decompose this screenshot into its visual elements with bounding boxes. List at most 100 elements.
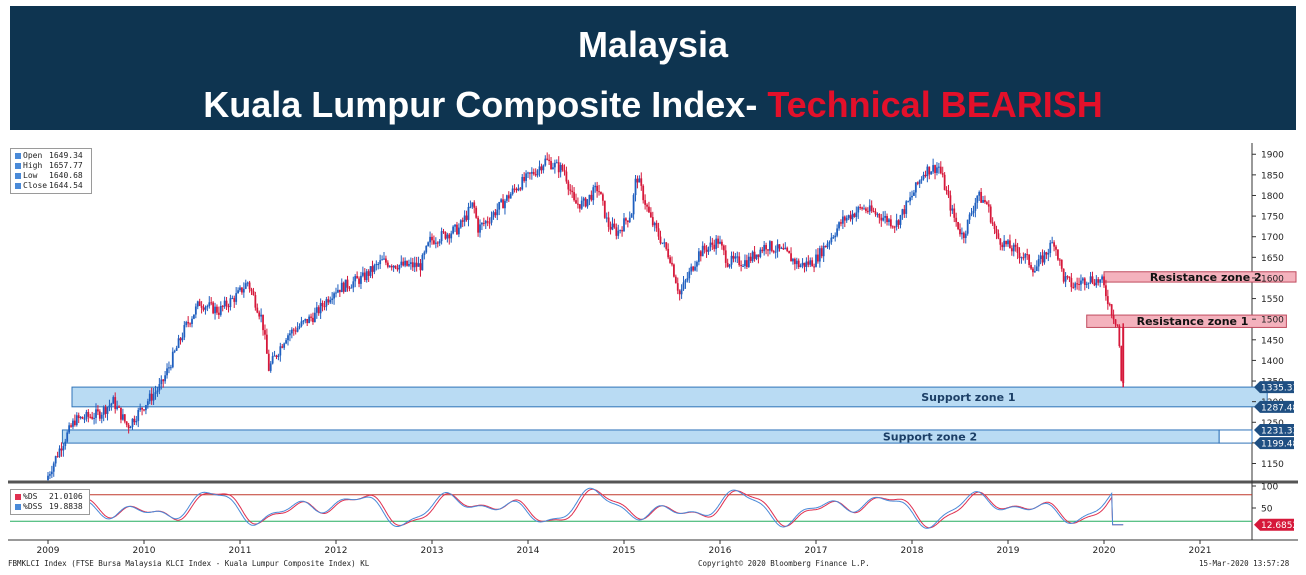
- candle-body: [333, 293, 335, 299]
- price-candle: [826, 240, 829, 249]
- price-candle: [486, 216, 489, 227]
- banner-title-accent: Technical BEARISH: [767, 84, 1103, 125]
- price-candle: [279, 342, 282, 362]
- candle-body: [223, 300, 226, 307]
- price-candle: [872, 207, 875, 213]
- price-candle: [623, 212, 625, 232]
- candle-body: [100, 414, 103, 419]
- price-candle: [607, 211, 610, 232]
- price-candle: [454, 224, 456, 233]
- price-candle: [411, 257, 414, 272]
- ohlc-legend-label: Open: [23, 151, 43, 160]
- price-candle: [436, 241, 439, 248]
- candle-body: [682, 282, 685, 290]
- x-tick-label: 2009: [37, 546, 60, 556]
- price-candle: [369, 266, 372, 278]
- candle-body: [185, 321, 188, 326]
- price-candle: [383, 252, 385, 261]
- price-candle: [415, 256, 418, 272]
- price-candle: [788, 250, 791, 254]
- price-candle: [1105, 279, 1107, 301]
- price-candle: [1051, 236, 1054, 244]
- price-candle: [619, 229, 622, 234]
- candle-body: [859, 207, 862, 209]
- candle-body: [673, 264, 675, 277]
- price-candle: [275, 354, 278, 360]
- y-tick-label: 1450: [1261, 336, 1284, 346]
- price-candle: [145, 404, 147, 415]
- candle-body: [895, 220, 898, 227]
- price-candle: [202, 304, 205, 312]
- price-candle: [333, 291, 335, 305]
- candle-body: [505, 195, 508, 201]
- candle-body: [878, 214, 881, 218]
- candle-body: [1020, 257, 1023, 259]
- candle-body: [125, 421, 128, 425]
- candle-body: [705, 249, 708, 252]
- footer-source: FBMKLCI Index (FTSE Bursa Malaysia KLCI …: [8, 559, 370, 568]
- price-candle: [505, 194, 508, 203]
- legend-swatch: [15, 504, 21, 510]
- price-candle: [1089, 271, 1092, 285]
- price-candle: [406, 260, 408, 267]
- price-candle: [865, 206, 867, 214]
- stoch-dss-line: [47, 487, 1124, 529]
- price-candle: [473, 200, 476, 214]
- candle-body: [542, 165, 545, 171]
- candle-body: [903, 209, 906, 214]
- price-candle: [310, 313, 312, 322]
- price-candle: [784, 242, 787, 250]
- ohlc-legend-value: 1649.34: [49, 151, 83, 160]
- price-candle: [456, 221, 458, 236]
- price-candle: [396, 264, 399, 272]
- candle-body: [1091, 276, 1094, 283]
- candle-body: [1076, 283, 1079, 285]
- candle-body: [398, 265, 401, 270]
- candle-body: [987, 204, 990, 207]
- price-candle: [903, 205, 906, 218]
- price-candle: [350, 284, 353, 289]
- price-candle: [749, 252, 752, 264]
- price-candle: [874, 208, 877, 217]
- price-candle: [68, 422, 71, 435]
- price-candle: [1101, 274, 1103, 283]
- candle-body: [319, 302, 322, 314]
- candle-body: [156, 390, 159, 393]
- price-candle: [1060, 259, 1063, 272]
- candle-body: [657, 228, 660, 237]
- price-candle: [717, 235, 719, 248]
- price-candle: [557, 156, 560, 178]
- price-candle: [726, 258, 729, 268]
- price-candle: [941, 166, 944, 178]
- price-candle: [922, 171, 925, 181]
- price-candle: [419, 259, 422, 277]
- candle-body: [212, 302, 215, 314]
- price-candle: [884, 210, 887, 224]
- candle-body: [335, 292, 337, 294]
- candle-body: [784, 247, 787, 250]
- candle-body: [348, 287, 351, 289]
- price-candle: [70, 423, 72, 428]
- candle-body: [880, 217, 883, 221]
- candle-body: [838, 222, 840, 229]
- candle-body: [573, 192, 575, 201]
- price-candle: [671, 256, 673, 267]
- candle-body: [386, 262, 389, 267]
- price-candle: [66, 430, 69, 443]
- candle-body: [365, 271, 368, 281]
- price-candle: [166, 363, 168, 379]
- candle-body: [313, 312, 316, 323]
- candle-body: [252, 291, 255, 296]
- price-candle: [358, 276, 360, 288]
- price-candle: [504, 198, 506, 215]
- price-candle: [398, 264, 401, 274]
- candle-body: [721, 241, 723, 246]
- price-candle: [298, 323, 301, 330]
- price-candle: [911, 190, 913, 201]
- price-candle: [580, 196, 583, 210]
- candle-body: [671, 262, 673, 265]
- price-candle: [855, 206, 858, 222]
- price-candle: [189, 322, 191, 328]
- candle-body: [899, 215, 902, 225]
- x-tick-label: 2014: [517, 546, 540, 556]
